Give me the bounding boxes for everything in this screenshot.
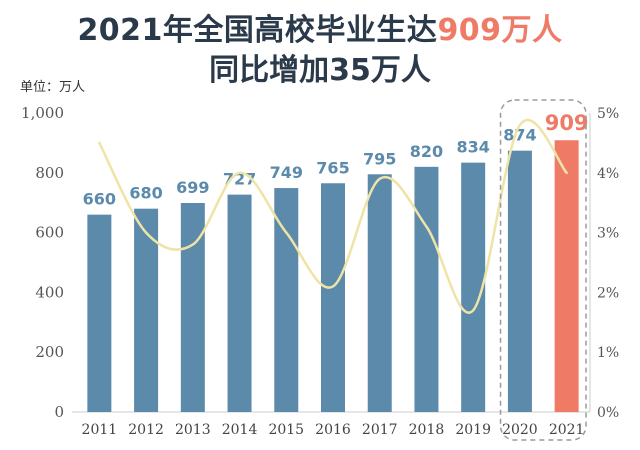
x-tick-label: 2014 — [222, 422, 258, 438]
bar-value-label: 660 — [83, 190, 116, 209]
bar-value-label: 749 — [270, 163, 303, 182]
bar-value-label: 874 — [503, 126, 536, 145]
x-tick-label: 2020 — [502, 422, 538, 438]
unit-label: 单位：万人 — [20, 80, 86, 95]
y2-tick-label: 2% — [597, 285, 619, 301]
chart-subtitle: 同比增加35万人 — [209, 53, 431, 88]
y-tick-label: 800 — [35, 164, 64, 182]
y2-tick-label: 1% — [597, 345, 619, 361]
bar — [367, 174, 392, 412]
x-tick-label: 2012 — [128, 422, 164, 438]
highlight-box — [499, 99, 587, 441]
y-tick-label: 1,000 — [21, 104, 64, 122]
bar — [554, 140, 579, 413]
y2-tick-label: 5% — [597, 106, 619, 122]
x-tick-label: 2015 — [268, 422, 304, 438]
x-tick-label: 2021 — [549, 422, 585, 438]
bar — [87, 214, 112, 412]
bar-value-label: 699 — [176, 178, 209, 197]
x-tick-label: 2013 — [175, 422, 211, 438]
bar-value-label: 795 — [363, 149, 396, 168]
title-highlight: 909万人 — [437, 13, 563, 48]
bar — [134, 208, 159, 412]
bar — [321, 183, 345, 412]
y2-tick-label: 4% — [597, 166, 619, 182]
bar — [227, 194, 252, 412]
bar-value-label: 834 — [456, 138, 489, 157]
title-prefix: 2021年全国高校毕业生达 — [77, 13, 438, 48]
bar-value-label: 680 — [129, 184, 162, 203]
growth-rate-line — [98, 118, 568, 314]
bar-value-label: 909 — [545, 111, 589, 135]
x-tick-label: 2016 — [315, 422, 351, 438]
bar — [507, 150, 532, 412]
bar — [180, 202, 205, 412]
x-tick-label: 2017 — [362, 422, 398, 438]
y-tick-label: 200 — [35, 343, 64, 361]
bar-value-label: 820 — [410, 142, 443, 161]
chart-title: 2021年全国高校毕业生达909万人 — [0, 12, 640, 50]
y-tick-label: 600 — [35, 224, 64, 242]
y-tick-label: 0 — [54, 403, 64, 421]
x-tick-label: 2019 — [455, 422, 491, 438]
y-tick-label: 400 — [35, 283, 64, 301]
y2-tick-label: 3% — [597, 226, 619, 242]
y2-tick-label: 0% — [597, 405, 619, 421]
x-tick-label: 2018 — [409, 422, 445, 438]
bar — [414, 166, 439, 412]
x-tick-label: 2011 — [82, 422, 118, 438]
bar — [274, 188, 299, 412]
bar-value-label: 765 — [316, 158, 349, 177]
